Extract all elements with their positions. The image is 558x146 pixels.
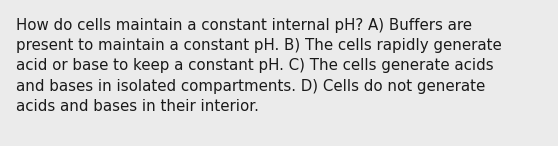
Text: How do cells maintain a constant internal pH? A) Buffers are
present to maintain: How do cells maintain a constant interna… xyxy=(16,18,502,114)
